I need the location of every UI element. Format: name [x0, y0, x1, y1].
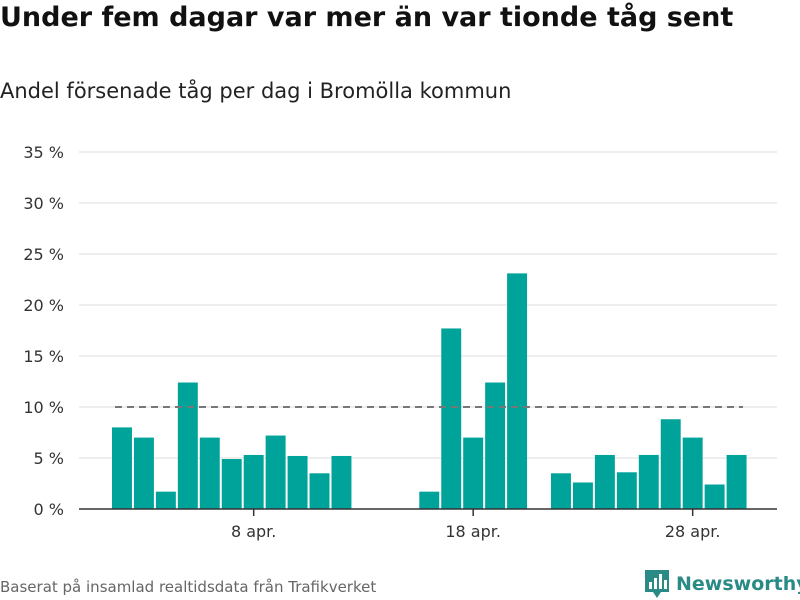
x-axis: 8 apr. 18 apr. 28 apr. — [79, 508, 777, 541]
bar — [572, 482, 593, 509]
y-tick-label: 35 % — [23, 143, 64, 162]
bar — [309, 473, 330, 509]
newsworthy-logo-icon — [645, 570, 669, 598]
brand-logo[interactable]: Newsworthy — [644, 569, 800, 599]
bar — [485, 382, 506, 509]
bar — [616, 472, 637, 509]
x-tick-label: 18 apr. — [445, 522, 501, 541]
bar — [726, 454, 747, 509]
x-tick-label: 28 apr. — [665, 522, 721, 541]
source-note: Baserat på insamlad realtidsdata från Tr… — [0, 578, 377, 596]
y-tick-label: 25 % — [23, 245, 64, 264]
chart-subtitle: Andel försenade tåg per dag i Bromölla k… — [0, 79, 512, 103]
y-tick-label: 20 % — [23, 296, 64, 315]
y-axis-labels: 0 % 5 % 10 % 15 % 20 % 25 % 30 % 35 % — [23, 143, 64, 519]
bar — [507, 273, 528, 509]
y-tick-label: 0 % — [34, 500, 64, 519]
brand-name: Newsworthy — [676, 573, 800, 595]
y-tick-label: 15 % — [23, 347, 64, 366]
bar — [638, 454, 659, 509]
bar — [551, 473, 571, 509]
y-tick-label: 30 % — [23, 194, 64, 213]
bar — [177, 382, 198, 509]
y-tick-label: 5 % — [34, 449, 64, 468]
bar — [463, 437, 484, 509]
bar — [660, 419, 681, 509]
chart-title: Under fem dagar var mer än var tionde tå… — [0, 2, 734, 33]
bar — [199, 437, 220, 509]
bar — [331, 455, 352, 509]
bar — [704, 484, 725, 509]
bar — [221, 459, 242, 509]
bars — [112, 273, 747, 509]
y-tick-label: 10 % — [23, 398, 64, 417]
bar — [133, 437, 154, 509]
bar — [287, 455, 308, 509]
bar — [682, 437, 703, 509]
x-tick-label: 8 apr. — [231, 522, 276, 541]
bar — [441, 328, 462, 509]
bar — [419, 491, 440, 509]
bar — [112, 427, 132, 509]
bar — [243, 454, 264, 509]
bar — [265, 435, 286, 509]
bar — [155, 491, 176, 509]
bar — [594, 454, 615, 509]
